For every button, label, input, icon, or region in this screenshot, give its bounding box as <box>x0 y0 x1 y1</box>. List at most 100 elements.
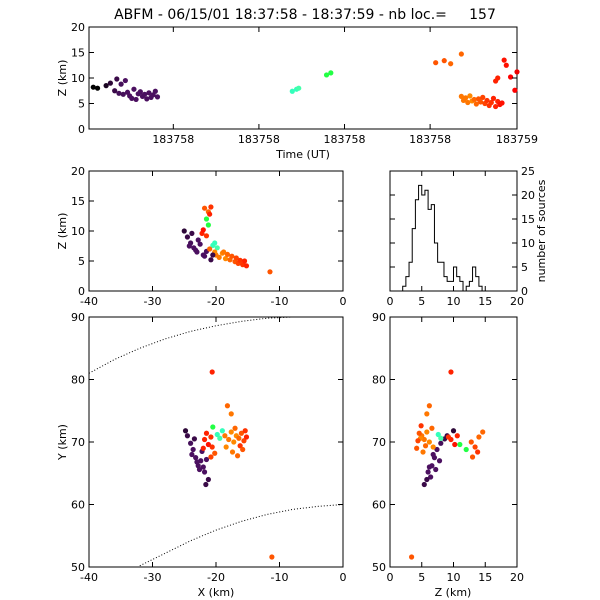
x-tick-label: 20 <box>510 571 524 584</box>
source-point <box>229 253 235 259</box>
source-point <box>429 425 435 431</box>
y-tick-label: 20 <box>71 165 85 178</box>
source-point <box>131 86 137 92</box>
range-ring-curve <box>139 504 344 567</box>
source-point <box>495 75 501 81</box>
source-point <box>118 81 124 87</box>
source-point <box>222 256 229 262</box>
source-point <box>238 430 244 436</box>
source-point <box>484 97 490 104</box>
source-point <box>201 205 208 211</box>
source-point <box>503 62 509 68</box>
y-tick-label: 15 <box>71 195 85 208</box>
y-tick-label: 0 <box>78 123 85 136</box>
y-tick-label: 15 <box>71 47 85 60</box>
x-tick-label: 0 <box>387 571 394 584</box>
source-point <box>229 449 236 455</box>
source-point <box>205 222 211 228</box>
source-point <box>478 99 484 105</box>
source-point <box>219 428 225 434</box>
source-point <box>129 95 135 101</box>
source-point <box>471 96 477 103</box>
source-point <box>203 233 210 239</box>
source-point <box>426 439 432 445</box>
source-point <box>469 454 476 460</box>
source-point <box>193 247 199 253</box>
source-point <box>328 70 334 76</box>
source-point <box>507 74 514 80</box>
source-point <box>237 257 243 263</box>
source-point <box>207 246 213 252</box>
source-point <box>154 94 161 100</box>
source-point <box>195 237 201 243</box>
source-point <box>181 228 187 234</box>
source-point <box>424 429 430 435</box>
source-point <box>224 403 231 409</box>
source-point <box>203 216 210 222</box>
source-point <box>452 441 458 448</box>
source-point <box>448 369 454 375</box>
source-point <box>190 446 196 453</box>
source-point <box>203 456 210 463</box>
y-tick-label: 60 <box>372 499 386 512</box>
source-point <box>214 245 220 251</box>
source-point <box>472 444 478 450</box>
source-point <box>203 481 209 488</box>
source-point <box>467 93 473 99</box>
source-point <box>194 459 200 465</box>
source-point <box>222 433 228 439</box>
source-point <box>152 88 158 94</box>
source-point <box>243 434 250 440</box>
time-z-points <box>90 51 520 110</box>
source-point <box>224 251 231 257</box>
y-tick-label: 5 <box>521 261 528 274</box>
time-z-xlabel: Time (UT) <box>275 148 330 161</box>
source-point <box>473 101 479 107</box>
source-point <box>445 434 452 440</box>
source-point <box>122 77 128 84</box>
x-tick-label: 0 <box>340 571 347 584</box>
source-point <box>231 439 237 445</box>
y-tick-label: 10 <box>71 225 85 238</box>
x-tick-label: 0 <box>340 295 347 308</box>
source-point <box>430 451 436 458</box>
source-point <box>221 249 227 255</box>
source-point <box>197 241 203 247</box>
source-point <box>189 451 195 458</box>
y-tick-label: 50 <box>71 561 85 574</box>
source-point <box>232 425 238 431</box>
x-y-y-ticks: 50 60 70 80 90 <box>71 311 343 574</box>
source-point <box>216 254 222 260</box>
source-point <box>146 90 152 96</box>
histogram-x-ticks: 0 5 10 15 20 <box>387 171 524 308</box>
source-point <box>233 255 239 261</box>
y-tick-label: 50 <box>372 561 386 574</box>
source-point <box>137 89 143 95</box>
source-point <box>514 69 520 75</box>
histogram-ylabel: number of sources <box>535 179 548 282</box>
source-point <box>196 466 203 473</box>
source-point <box>512 87 518 93</box>
x-tick-label: 183758 <box>152 133 194 146</box>
source-point <box>203 430 210 436</box>
x-tick-label: 183758 <box>324 133 366 146</box>
x-tick-label: -10 <box>271 295 289 308</box>
source-point <box>182 428 189 434</box>
y-tick-label: 10 <box>521 237 535 250</box>
z-y-frame <box>389 316 518 568</box>
x-tick-label: 5 <box>418 295 425 308</box>
time-z-x-ticks: 183758 183758 183758 183758 183759 <box>152 27 538 146</box>
x-tick-label: 20 <box>510 295 524 308</box>
source-point <box>433 60 439 66</box>
source-point <box>289 88 295 94</box>
source-point <box>438 435 444 441</box>
source-point <box>458 93 464 99</box>
source-point <box>228 411 234 417</box>
source-point <box>441 58 447 64</box>
source-point <box>112 88 118 94</box>
source-point <box>240 446 246 453</box>
source-point <box>236 435 242 441</box>
source-point <box>217 435 223 441</box>
source-point <box>418 423 424 429</box>
source-point <box>424 476 430 483</box>
